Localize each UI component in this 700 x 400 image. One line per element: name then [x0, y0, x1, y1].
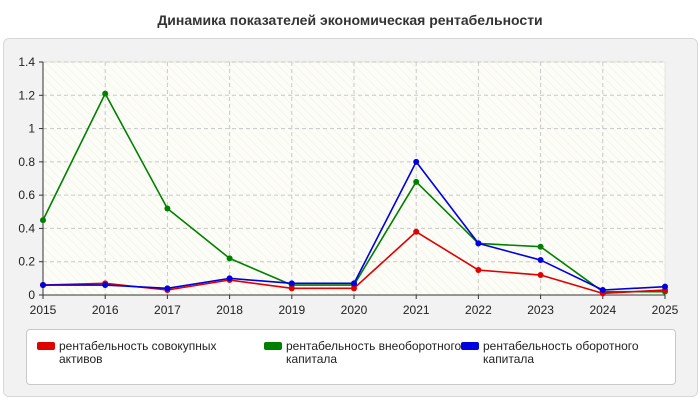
- series-2: [40, 158, 668, 294]
- legend-swatch: [264, 342, 282, 350]
- legend-label: рентабельность совокупных активов: [59, 339, 217, 366]
- data-point: [164, 285, 171, 292]
- legend: рентабельность совокупных активов рентаб…: [26, 329, 676, 385]
- data-point: [662, 283, 668, 290]
- data-point: [413, 158, 420, 165]
- x-tick-label: 2025: [652, 303, 679, 317]
- data-point: [288, 285, 295, 292]
- data-point: [226, 275, 233, 282]
- x-axis-ticks: 2015 2016 2017 2018 2019 2020 2021 2022 2023 2024…: [30, 303, 679, 317]
- y-tick-label: 0.2: [18, 255, 35, 269]
- x-tick-label: 2015: [30, 303, 57, 317]
- data-point: [102, 282, 109, 289]
- data-point: [475, 267, 482, 274]
- chart-title: Динамика показателей экономическая рента…: [157, 12, 543, 28]
- data-point: [475, 240, 482, 247]
- legend-swatch: [461, 342, 479, 350]
- series-group: [40, 90, 668, 297]
- y-tick-label: 1.2: [18, 88, 35, 102]
- data-point: [413, 228, 420, 235]
- data-point: [40, 282, 46, 289]
- x-tick-label: 2017: [154, 303, 181, 317]
- y-tick-label: 0: [28, 288, 35, 302]
- y-axis-ticks: 0 0.2 0.4 0.6 0.8 1 1.2 1.4: [18, 55, 35, 302]
- data-point: [226, 255, 233, 262]
- data-point: [537, 243, 544, 250]
- data-point: [102, 90, 109, 97]
- data-point: [164, 205, 171, 212]
- data-point: [351, 285, 357, 292]
- y-tick-label: 0.8: [18, 155, 35, 169]
- y-tick-label: 0.4: [18, 221, 35, 235]
- y-tick-label: 0.6: [18, 188, 35, 202]
- y-tick-label: 1: [28, 122, 35, 136]
- x-tick-label: 2024: [589, 303, 616, 317]
- legend-swatch: [37, 342, 55, 350]
- data-point: [413, 178, 420, 185]
- data-point: [537, 257, 544, 264]
- legend-label: рентабельность внеоборотного капитала: [286, 339, 462, 366]
- x-tick-label: 2020: [341, 303, 368, 317]
- x-tick-label: 2023: [527, 303, 554, 317]
- y-tick-label: 1.4: [18, 55, 35, 69]
- axes: [39, 61, 666, 299]
- data-point: [599, 287, 606, 294]
- data-point: [288, 280, 295, 287]
- x-tick-label: 2016: [92, 303, 119, 317]
- x-tick-label: 2018: [216, 303, 243, 317]
- data-point: [40, 217, 46, 224]
- grid-lines: [43, 61, 665, 295]
- data-point: [351, 280, 357, 287]
- legend-label: рентабельность оборотного капитала: [483, 339, 639, 366]
- x-tick-label: 2019: [278, 303, 305, 317]
- x-tick-label: 2021: [403, 303, 430, 317]
- data-point: [537, 272, 544, 279]
- x-tick-label: 2022: [465, 303, 492, 317]
